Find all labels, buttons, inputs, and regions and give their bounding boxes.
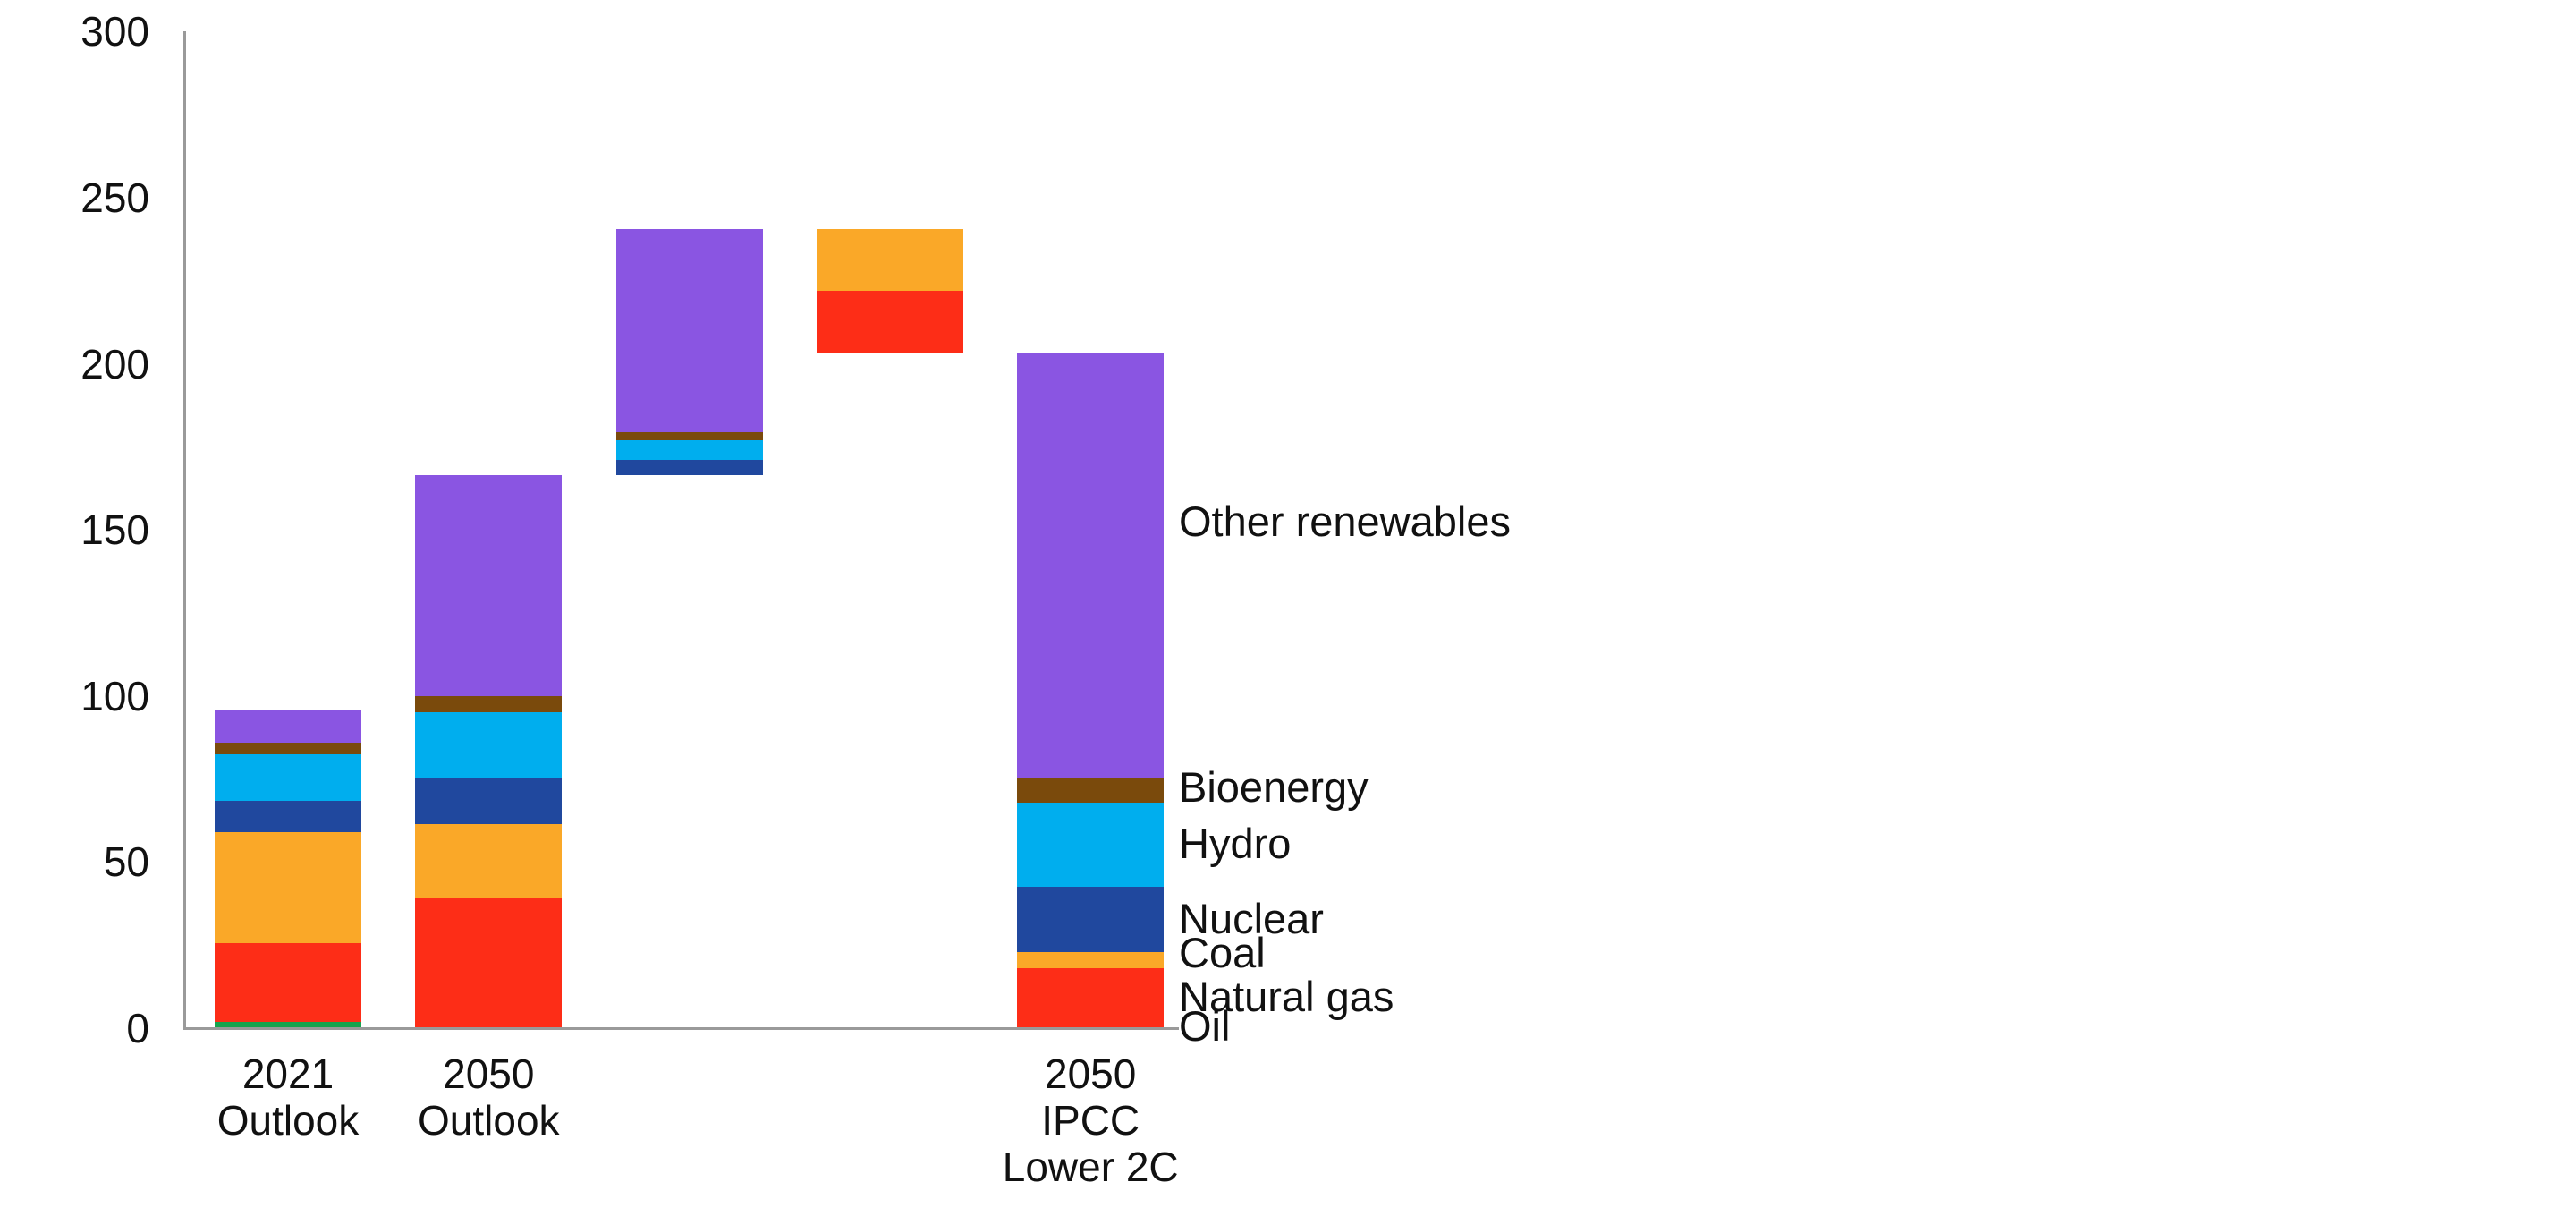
y-tick-label: 100 <box>80 672 149 719</box>
bar-segment-natural-gas <box>1017 968 1165 1028</box>
bar-segment-bioenergy <box>615 431 763 440</box>
series-label-oil: Oil <box>1179 1002 1231 1051</box>
bar-segment-natural-gas <box>215 943 361 1022</box>
series-label-nuclear: Nuclear <box>1179 894 1324 942</box>
bar-segment-coal <box>415 823 563 899</box>
series-label-coal: Coal <box>1179 929 1266 977</box>
series-label-bioenergy: Bioenergy <box>1179 762 1368 811</box>
bar-segment-coal <box>215 831 361 944</box>
x-tick-label: 2050 IPCC Lower 2C <box>1002 1051 1179 1190</box>
y-tick-label: 150 <box>80 506 149 554</box>
x-axis-line <box>183 1027 1179 1030</box>
bar-segment-nuclear <box>615 460 763 475</box>
bar-segment-hydro <box>215 753 361 801</box>
y-axis-line <box>183 31 186 1030</box>
y-tick-label: 50 <box>103 838 149 886</box>
bar-segment-oil <box>215 1021 361 1028</box>
bar-segment-nuclear <box>1017 887 1165 952</box>
series-label-other-renewables: Other renewables <box>1179 497 1511 545</box>
bar-segment-nuclear <box>215 800 361 832</box>
bar-segment-bioenergy <box>215 742 361 754</box>
bar-segment-bioenergy <box>415 695 563 713</box>
bar-segment-hydro <box>415 712 563 778</box>
bar-segment-other-renewables <box>215 709 361 743</box>
bar-segment-coal <box>816 229 963 291</box>
y-tick-label: 200 <box>80 340 149 387</box>
series-label-natural-gas: Natural gas <box>1179 972 1394 1020</box>
bar-segment-other-renewables <box>615 229 763 432</box>
y-tick-label: 300 <box>80 8 149 55</box>
bar-segment-natural-gas <box>415 898 563 1028</box>
bar-segment-bioenergy <box>1017 777 1165 803</box>
x-tick-label: 2050 Outlook <box>418 1051 560 1144</box>
bar-segment-nuclear <box>415 777 563 824</box>
bar-segment-hydro <box>615 439 763 461</box>
bar-segment-hydro <box>1017 802 1165 888</box>
bar-segment-other-renewables <box>1017 352 1165 778</box>
series-label-hydro: Hydro <box>1179 819 1292 867</box>
y-tick-label: 250 <box>80 174 149 221</box>
bar-segment-natural-gas <box>816 290 963 353</box>
bar-segment-coal <box>1017 951 1165 969</box>
x-tick-label: 2021 Outlook <box>216 1051 360 1144</box>
y-tick-label: 0 <box>126 1005 149 1051</box>
bar-segment-other-renewables <box>415 474 563 696</box>
